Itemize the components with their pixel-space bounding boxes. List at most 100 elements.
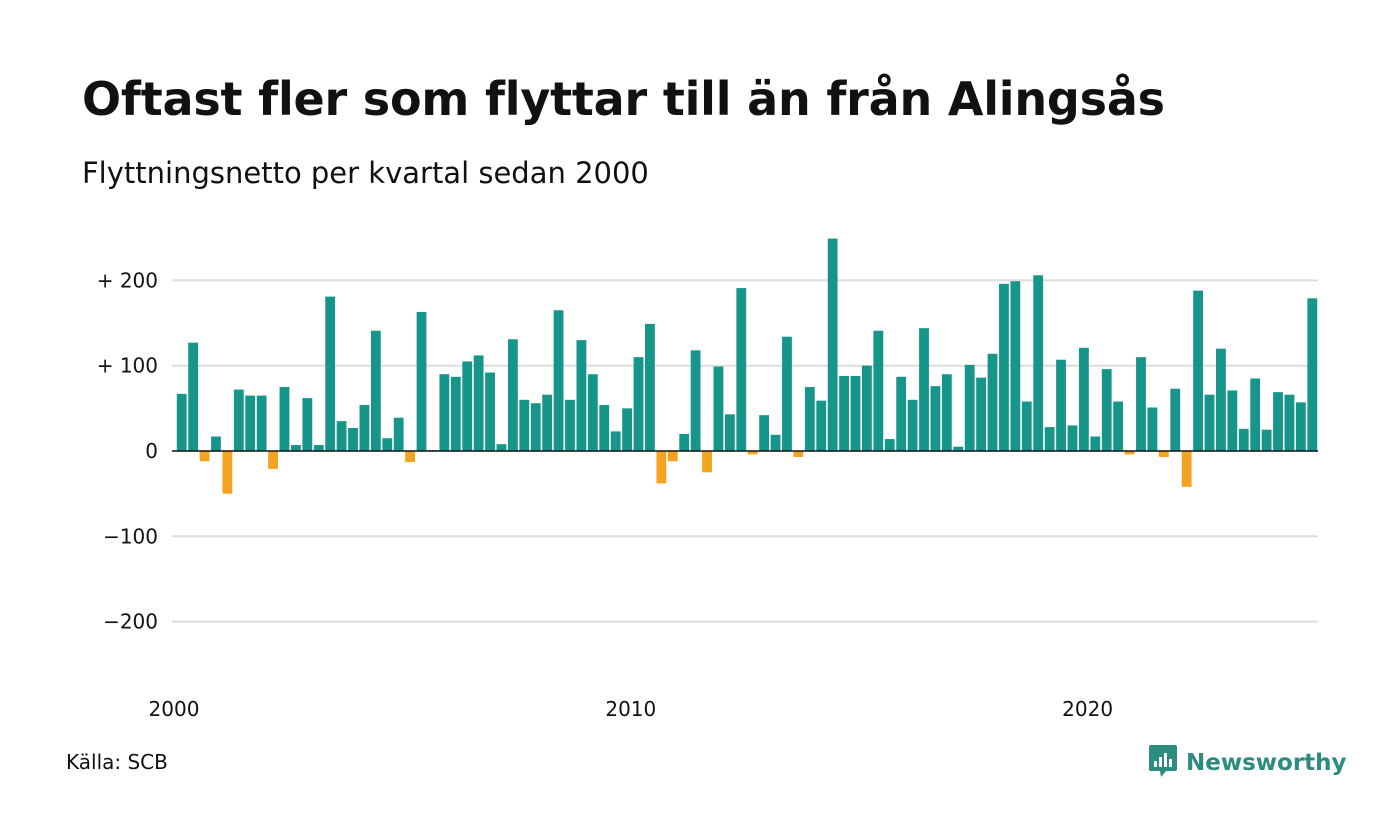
bar[interactable] xyxy=(256,395,267,452)
bar[interactable] xyxy=(348,427,358,451)
bar[interactable] xyxy=(576,340,587,451)
bar[interactable] xyxy=(245,395,256,452)
bar[interactable] xyxy=(827,238,838,451)
bar[interactable] xyxy=(919,328,929,451)
bar[interactable] xyxy=(1181,451,1192,487)
bar[interactable] xyxy=(782,336,792,451)
bar[interactable] xyxy=(439,374,450,451)
bar[interactable] xyxy=(1158,451,1169,457)
bar[interactable] xyxy=(839,375,849,451)
bar[interactable] xyxy=(873,330,884,451)
bar[interactable] xyxy=(759,415,770,451)
bar[interactable] xyxy=(1021,401,1032,451)
bar[interactable] xyxy=(930,386,941,451)
bar[interactable] xyxy=(633,357,644,451)
bar[interactable] xyxy=(690,350,701,451)
bar[interactable] xyxy=(473,355,484,451)
bar[interactable] xyxy=(325,296,336,451)
bar[interactable] xyxy=(1067,425,1078,451)
bar[interactable] xyxy=(587,374,598,451)
bar[interactable] xyxy=(496,444,507,451)
bar[interactable] xyxy=(302,398,313,451)
bar[interactable] xyxy=(507,339,518,451)
bar[interactable] xyxy=(291,445,301,451)
bar[interactable] xyxy=(793,451,804,457)
bar[interactable] xyxy=(1147,407,1158,452)
bar[interactable] xyxy=(1101,369,1112,451)
bar[interactable] xyxy=(713,366,724,451)
bar[interactable] xyxy=(1124,451,1135,455)
bar[interactable] xyxy=(462,361,473,451)
bar[interactable] xyxy=(450,376,461,451)
bar[interactable] xyxy=(393,417,404,451)
bar[interactable] xyxy=(1044,427,1055,451)
bar[interactable] xyxy=(1204,394,1215,451)
bar[interactable] xyxy=(976,377,987,451)
bar[interactable] xyxy=(907,399,918,451)
bar[interactable] xyxy=(416,311,427,451)
bar[interactable] xyxy=(622,408,632,451)
bar[interactable] xyxy=(1227,390,1238,451)
bar[interactable] xyxy=(1295,402,1306,451)
bar[interactable] xyxy=(599,404,610,451)
bar[interactable] xyxy=(850,375,861,451)
bar[interactable] xyxy=(188,342,199,451)
bar[interactable] xyxy=(736,288,747,451)
bar[interactable] xyxy=(336,421,347,451)
bar[interactable] xyxy=(313,445,324,451)
bar[interactable] xyxy=(542,394,553,451)
bar[interactable] xyxy=(999,283,1009,451)
bar[interactable] xyxy=(233,389,244,451)
bar[interactable] xyxy=(199,451,210,462)
bar[interactable] xyxy=(770,434,781,451)
bar[interactable] xyxy=(565,399,575,451)
bar[interactable] xyxy=(667,451,678,462)
bar[interactable] xyxy=(1010,281,1021,451)
bar[interactable] xyxy=(645,323,655,451)
bar[interactable] xyxy=(1216,348,1226,451)
bar[interactable] xyxy=(724,414,735,451)
bar[interactable] xyxy=(359,404,370,451)
bar[interactable] xyxy=(530,403,541,451)
bar[interactable] xyxy=(953,446,964,451)
bar[interactable] xyxy=(370,330,381,451)
bar[interactable] xyxy=(862,365,872,451)
bar[interactable] xyxy=(1238,428,1249,451)
bar[interactable] xyxy=(1170,388,1181,451)
bar[interactable] xyxy=(519,399,530,451)
bar[interactable] xyxy=(816,400,827,451)
bar[interactable] xyxy=(656,451,667,484)
bar[interactable] xyxy=(1113,401,1124,451)
bar[interactable] xyxy=(941,374,952,451)
bar[interactable] xyxy=(1056,359,1066,451)
bar[interactable] xyxy=(1284,394,1295,451)
bar[interactable] xyxy=(1033,275,1044,451)
brand-logo[interactable]: Newsworthy xyxy=(1148,744,1347,782)
bar[interactable] xyxy=(1261,429,1272,451)
bar[interactable] xyxy=(1273,392,1283,451)
bar[interactable] xyxy=(176,393,187,451)
bar[interactable] xyxy=(1090,436,1101,452)
bar[interactable] xyxy=(211,436,221,452)
bar[interactable] xyxy=(279,387,290,451)
bar[interactable] xyxy=(222,451,233,494)
bar[interactable] xyxy=(896,376,907,451)
bar[interactable] xyxy=(405,451,416,463)
bar[interactable] xyxy=(702,451,712,473)
bar[interactable] xyxy=(610,431,621,451)
bar[interactable] xyxy=(987,353,998,451)
bar[interactable] xyxy=(884,439,895,451)
bar[interactable] xyxy=(1078,347,1089,451)
bar[interactable] xyxy=(382,438,393,451)
bar[interactable] xyxy=(1193,290,1203,451)
bar[interactable] xyxy=(553,310,564,451)
bar[interactable] xyxy=(804,387,815,451)
bar[interactable] xyxy=(964,364,975,451)
bar[interactable] xyxy=(485,372,495,451)
bar[interactable] xyxy=(1250,378,1261,452)
bar[interactable] xyxy=(679,433,690,451)
bar[interactable] xyxy=(1307,298,1318,451)
bar[interactable] xyxy=(747,451,758,455)
bar[interactable] xyxy=(1136,357,1146,451)
bar[interactable] xyxy=(268,451,278,469)
